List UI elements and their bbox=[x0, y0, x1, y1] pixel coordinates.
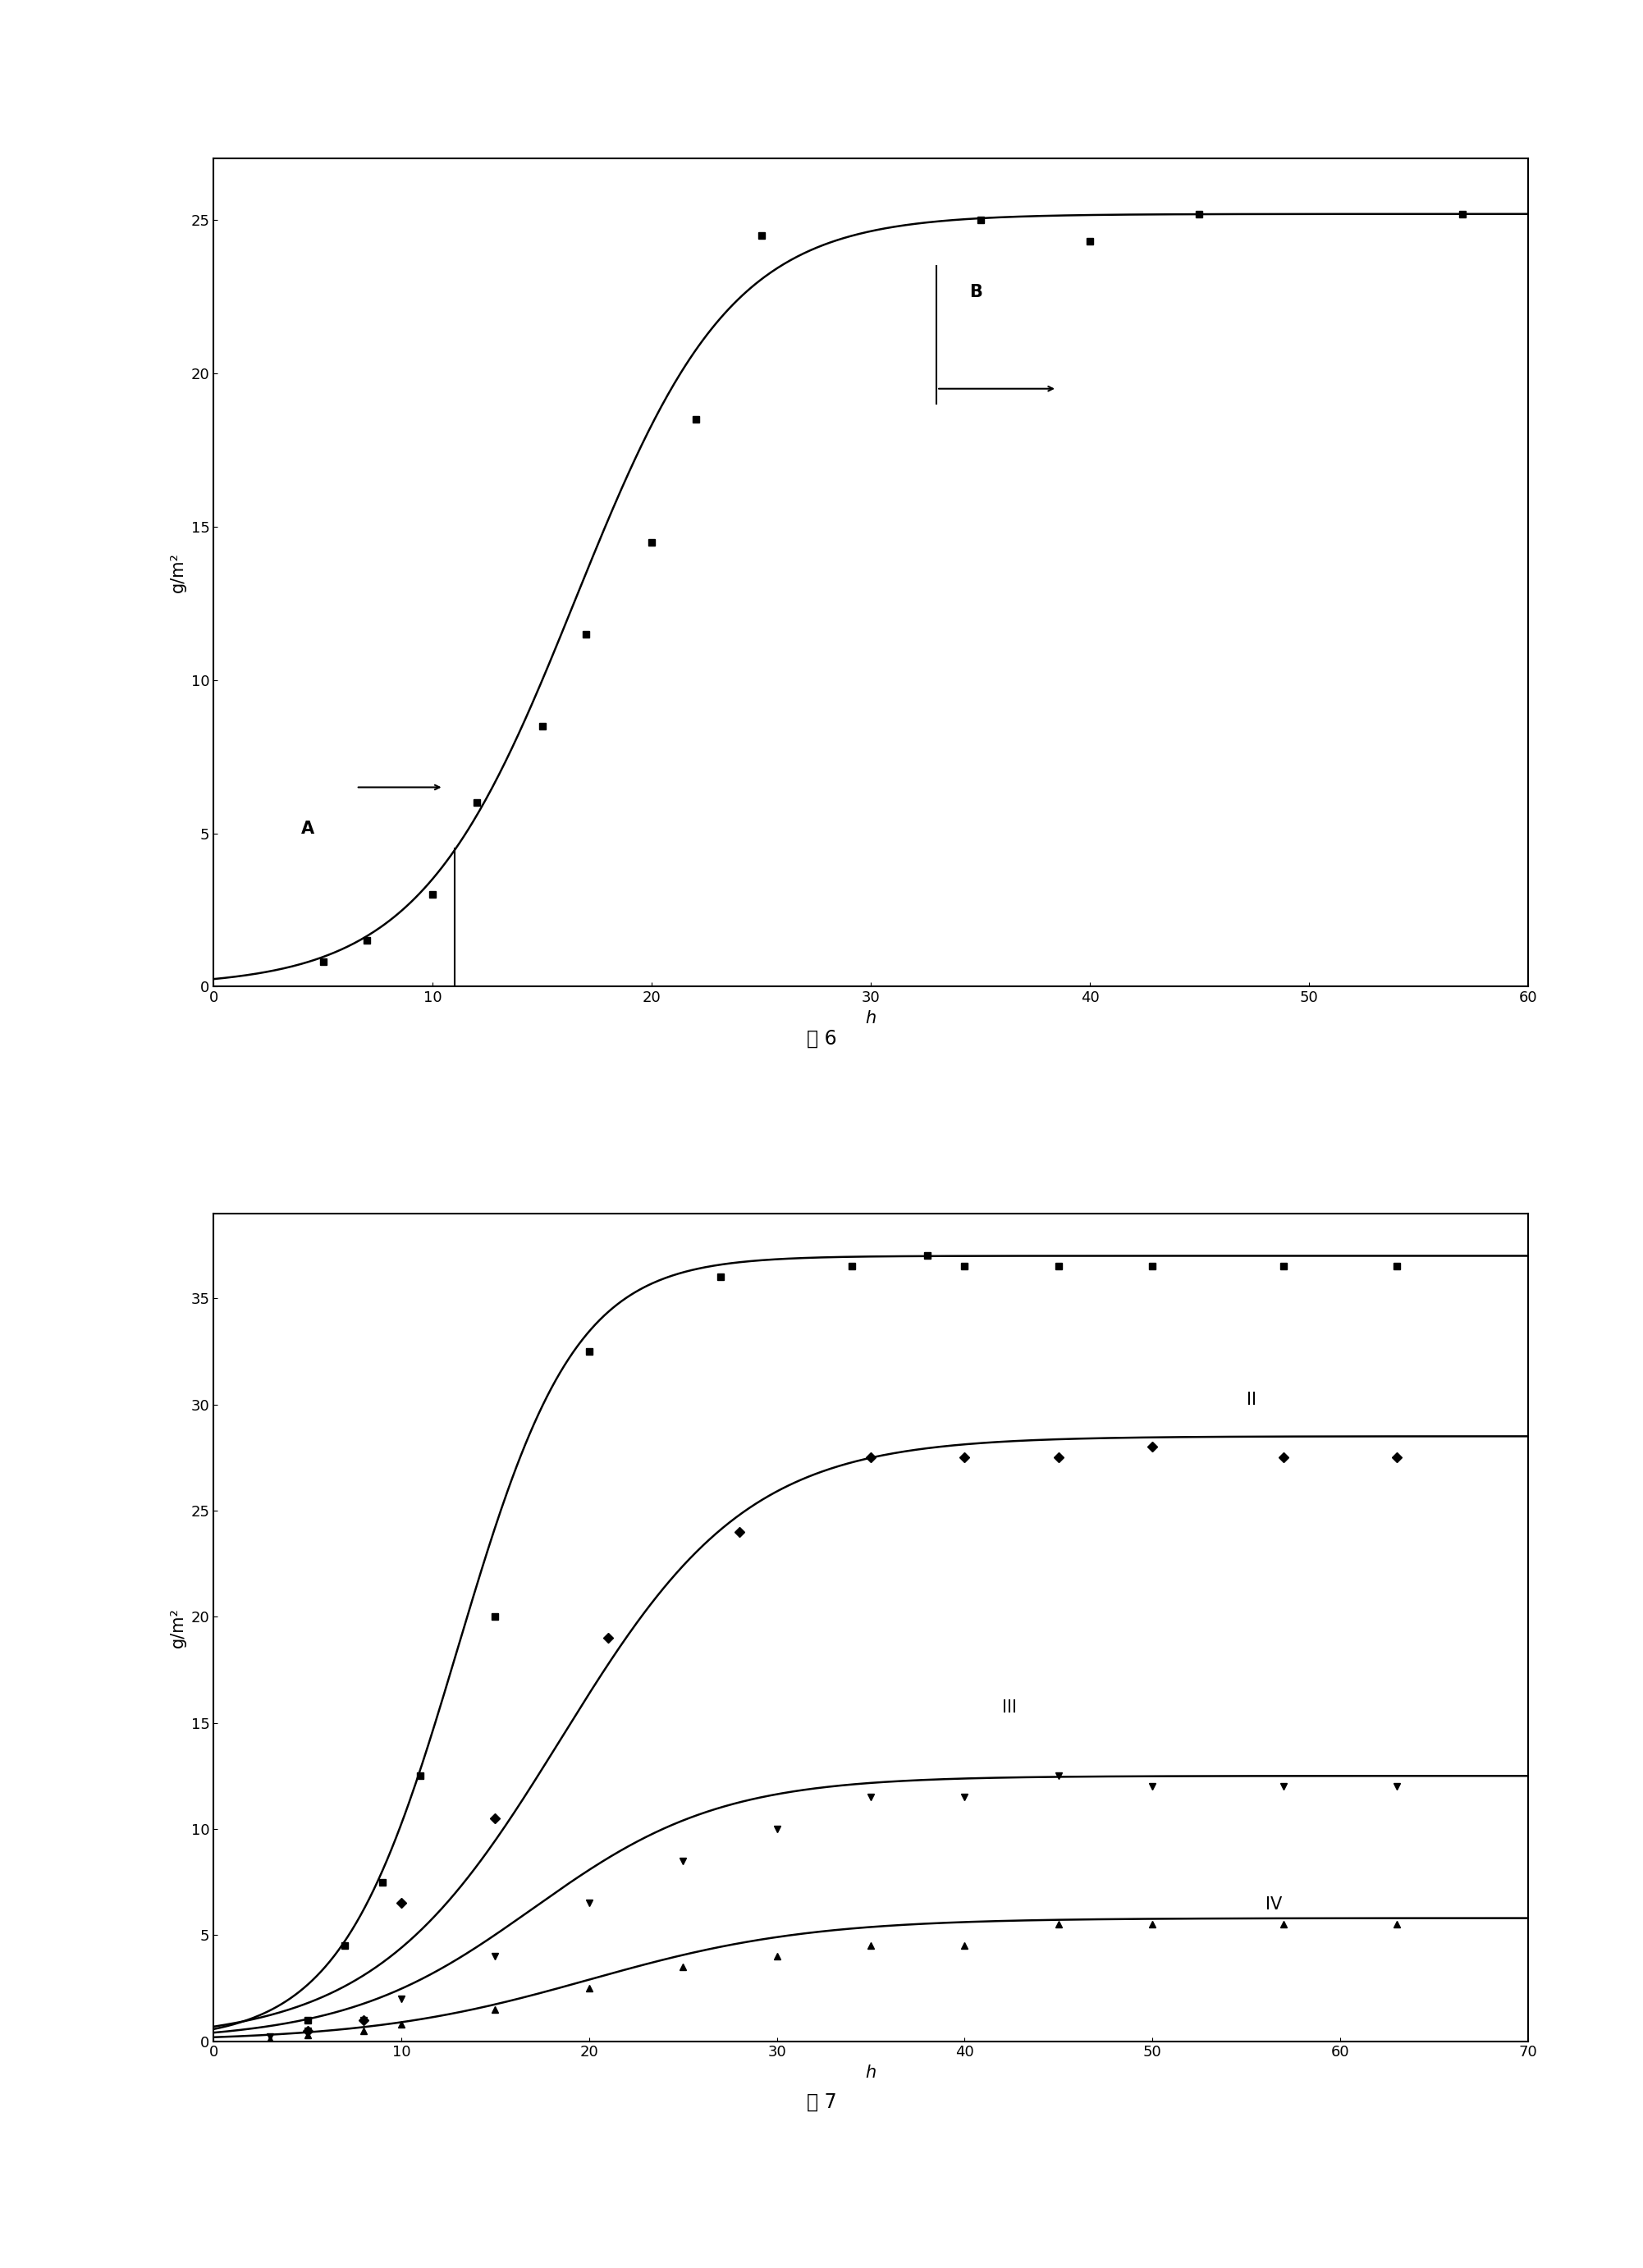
Text: A: A bbox=[301, 821, 314, 837]
Text: IV: IV bbox=[1265, 1896, 1282, 1912]
Text: II: II bbox=[1247, 1390, 1257, 1408]
X-axis label: h: h bbox=[866, 1009, 876, 1027]
Y-axis label: g/m²: g/m² bbox=[169, 1608, 186, 1647]
Y-axis label: g/m²: g/m² bbox=[169, 553, 186, 592]
Text: B: B bbox=[969, 284, 983, 299]
X-axis label: h: h bbox=[866, 2064, 876, 2082]
Text: 图 7: 图 7 bbox=[807, 2093, 836, 2112]
Text: III: III bbox=[1002, 1699, 1017, 1715]
Text: 图 6: 图 6 bbox=[807, 1030, 836, 1048]
